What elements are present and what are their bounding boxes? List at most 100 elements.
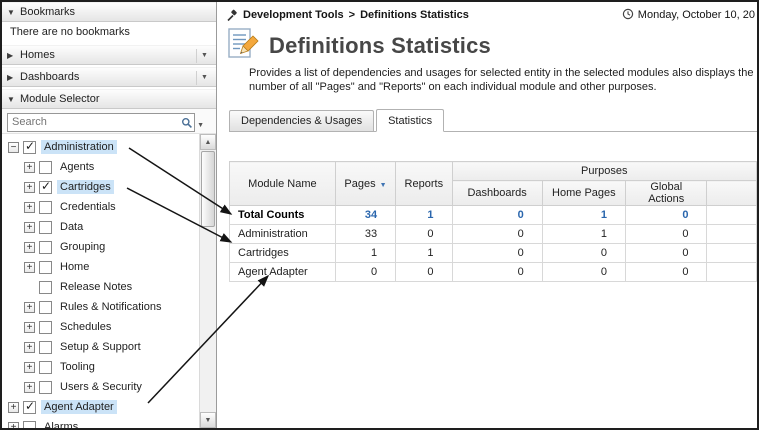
search-icon[interactable] — [181, 116, 193, 134]
search-input[interactable] — [7, 112, 195, 132]
expand-icon[interactable] — [24, 361, 35, 373]
expand-icon[interactable] — [24, 161, 35, 173]
checkbox[interactable] — [23, 420, 36, 428]
bookmarks-empty-text: There are no bookmarks — [2, 22, 216, 43]
collapse-icon[interactable] — [8, 141, 19, 153]
checkbox[interactable] — [39, 179, 52, 194]
checkbox[interactable] — [39, 220, 52, 234]
tree-scrollbar[interactable] — [199, 134, 216, 428]
checkbox[interactable] — [39, 340, 52, 354]
tree-item-label: Data — [60, 221, 84, 233]
scroll-down-icon[interactable] — [200, 412, 216, 428]
tree-item-administration[interactable]: Administration — [2, 137, 199, 157]
tree-item-alarms[interactable]: Alarms — [2, 417, 199, 428]
statistics-table: Module Name Pages Reports Purposes Dashb… — [229, 161, 757, 282]
tree-item-label: Tooling — [60, 361, 95, 373]
column-header-global-actions[interactable]: Global Actions — [624, 180, 708, 206]
checkbox[interactable] — [39, 360, 52, 374]
global-actions-count-link[interactable]: 0 — [624, 205, 708, 225]
section-label-homes: Homes — [20, 49, 55, 61]
scrollbar-thumb[interactable] — [201, 151, 215, 227]
tab-statistics[interactable]: Statistics — [376, 109, 445, 132]
tree-item-release-notes[interactable]: Release Notes — [2, 277, 199, 297]
reports-count-link[interactable]: 1 — [395, 205, 453, 225]
page-title: Definitions Statistics — [269, 33, 491, 58]
tree-item-users-security[interactable]: Users & Security — [2, 377, 199, 397]
checkbox[interactable] — [23, 139, 36, 154]
tree-item-schedules[interactable]: Schedules — [2, 317, 199, 337]
expand-icon[interactable] — [24, 261, 35, 273]
expand-icon[interactable] — [24, 181, 35, 193]
global-actions-count: 0 — [624, 243, 708, 263]
tree-item-agent-adapter[interactable]: Agent Adapter — [2, 397, 199, 417]
dashboards-dropdown-icon[interactable] — [196, 71, 212, 85]
expand-icon[interactable] — [24, 241, 35, 253]
clock-icon — [622, 8, 634, 23]
breadcrumb-current: Definitions Statistics — [360, 9, 469, 21]
expand-icon[interactable] — [24, 201, 35, 213]
column-header-pages[interactable]: Pages — [334, 161, 397, 206]
column-header-home-pages[interactable]: Home Pages — [541, 180, 627, 206]
sidebar: Bookmarks There are no bookmarks Homes D… — [2, 2, 217, 428]
expand-icon — [7, 68, 13, 88]
tree-item-credentials[interactable]: Credentials — [2, 197, 199, 217]
checkbox[interactable] — [39, 200, 52, 214]
checkbox[interactable] — [39, 240, 52, 254]
checkbox[interactable] — [39, 320, 52, 334]
expand-icon[interactable] — [24, 301, 35, 313]
column-header-reports[interactable]: Reports — [395, 161, 453, 206]
tab-bar: Dependencies & Usages Statistics — [229, 109, 757, 132]
tree-item-label: Cartridges — [57, 180, 114, 194]
sidebar-section-bookmarks[interactable]: Bookmarks — [2, 2, 216, 22]
checkbox[interactable] — [39, 260, 52, 274]
tree-item-label: Schedules — [60, 321, 112, 333]
module-name-cell: Cartridges — [229, 243, 336, 263]
tab-dependencies-usages[interactable]: Dependencies & Usages — [229, 110, 375, 131]
dashboards-count-link[interactable]: 0 — [451, 205, 543, 225]
expand-icon[interactable] — [24, 221, 35, 233]
expand-icon[interactable] — [8, 401, 19, 413]
checkbox[interactable] — [23, 399, 36, 414]
date-text: Monday, October 10, 20 — [637, 9, 755, 21]
definitions-statistics-icon — [226, 27, 262, 65]
tree-item-cartridges[interactable]: Cartridges — [2, 177, 199, 197]
sidebar-section-dashboards[interactable]: Dashboards — [2, 67, 216, 87]
expand-icon[interactable] — [24, 321, 35, 333]
expand-icon[interactable] — [24, 381, 35, 393]
homes-dropdown-icon[interactable] — [196, 49, 212, 63]
reports-count: 0 — [395, 224, 453, 244]
column-header-module-name[interactable]: Module Name — [229, 161, 336, 206]
tree-item-home[interactable]: Home — [2, 257, 199, 277]
pages-header-label: Pages — [344, 177, 376, 190]
topbar: Development Tools > Definitions Statisti… — [218, 2, 757, 28]
tree-item-label: Administration — [41, 140, 117, 154]
table-row-agent-adapter: Agent Adapter 0 0 0 0 0 — [229, 262, 757, 282]
tree-item-rules-notifications[interactable]: Rules & Notifications — [2, 297, 199, 317]
tree-item-data[interactable]: Data — [2, 217, 199, 237]
dashboards-count: 0 — [451, 243, 543, 263]
tree-item-tooling[interactable]: Tooling — [2, 357, 199, 377]
table-row-cartridges: Cartridges 1 1 0 0 0 — [229, 243, 757, 263]
home-pages-count-link[interactable]: 1 — [541, 205, 627, 225]
pages-count-link[interactable]: 34 — [334, 205, 397, 225]
expand-icon[interactable] — [8, 421, 19, 428]
tree-item-label: Home — [60, 261, 90, 273]
breadcrumb-development-tools[interactable]: Development Tools — [243, 9, 344, 21]
checkbox[interactable] — [39, 280, 52, 294]
tree-item-agents[interactable]: Agents — [2, 157, 199, 177]
column-header-dashboards[interactable]: Dashboards — [451, 180, 543, 206]
checkbox[interactable] — [39, 160, 52, 174]
tree-item-setup-support[interactable]: Setup & Support — [2, 337, 199, 357]
tree-item-grouping[interactable]: Grouping — [2, 237, 199, 257]
home-pages-count: 1 — [541, 224, 627, 244]
scroll-up-icon[interactable] — [200, 134, 216, 150]
page-header: Definitions Statistics — [218, 28, 757, 64]
sidebar-section-homes[interactable]: Homes — [2, 45, 216, 65]
checkbox[interactable] — [39, 380, 52, 394]
checkbox[interactable] — [39, 300, 52, 314]
expand-icon[interactable] — [24, 341, 35, 353]
tree-item-label: Release Notes — [60, 281, 133, 293]
module-name-cell: Total Counts — [229, 205, 336, 225]
search-options-dropdown-icon[interactable] — [197, 120, 204, 131]
sidebar-section-module-selector[interactable]: Module Selector — [2, 89, 216, 109]
